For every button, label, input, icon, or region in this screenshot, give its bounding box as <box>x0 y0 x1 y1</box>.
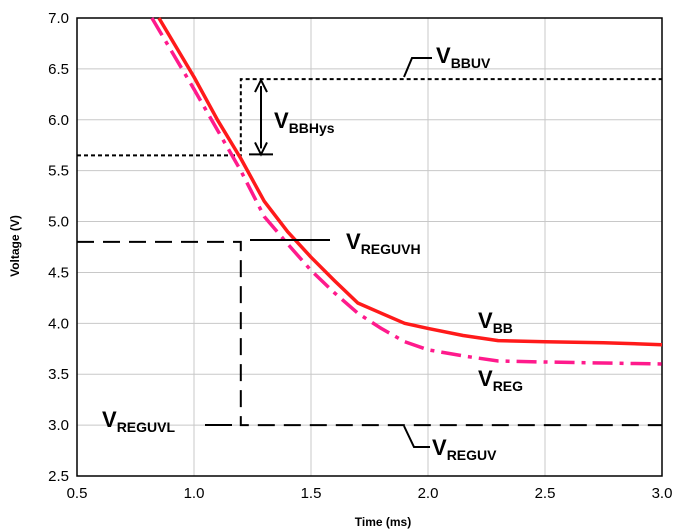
x-tick-label: 2.0 <box>418 485 439 502</box>
vbbhys-arrow-head-up <box>254 77 268 93</box>
plot-frame <box>76 17 663 477</box>
label-vreguv: VREGUV <box>432 435 497 463</box>
label-vreg: VREG <box>478 366 523 394</box>
y-tick-label: 2.5 <box>48 468 69 485</box>
y-axis-title: Voltage (V) <box>8 215 22 277</box>
y-tick-label: 6.5 <box>48 61 69 78</box>
vreguv-threshold-line <box>77 240 662 427</box>
x-tick-label: 1.0 <box>184 485 205 502</box>
x-tick-label: 3.0 <box>652 485 673 502</box>
reference-lines <box>77 78 662 427</box>
x-axis-ticks: 0.5 1.0 1.5 2.0 2.5 3.0 <box>67 485 673 502</box>
vbbuv-pointer <box>403 57 432 78</box>
label-vreguvh: VREGUVH <box>346 229 421 257</box>
series-line-vbb <box>157 17 663 347</box>
y-tick-label: 3.5 <box>48 366 69 383</box>
y-tick-label: 4.0 <box>48 315 69 332</box>
label-vbb: VBB <box>478 308 513 336</box>
x-tick-label: 0.5 <box>67 485 88 502</box>
series-layer <box>150 17 663 366</box>
x-tick-label: 1.5 <box>301 485 322 502</box>
y-tick-label: 5.0 <box>48 214 69 231</box>
y-tick-label: 7.0 <box>48 10 69 27</box>
x-axis-title: Time (ms) <box>355 515 411 529</box>
annotation-layer <box>205 57 432 448</box>
x-tick-label: 2.5 <box>535 485 556 502</box>
vreguv-pointer <box>403 425 430 448</box>
y-axis-ticks: 2.5 3.0 3.5 4.0 4.5 5.0 5.5 6.0 6.5 7.0 <box>48 10 69 485</box>
y-tick-label: 4.5 <box>48 264 69 281</box>
label-vreguvl: VREGUVL <box>102 407 175 435</box>
label-vbbhys: VBBHys <box>274 108 335 136</box>
label-vbbuv: VBBUV <box>436 43 491 71</box>
series-line-vreg <box>150 17 663 366</box>
vbbuv-threshold-line <box>77 78 662 157</box>
y-tick-label: 3.0 <box>48 417 69 434</box>
y-tick-label: 6.0 <box>48 112 69 129</box>
y-tick-label: 5.5 <box>48 163 69 180</box>
